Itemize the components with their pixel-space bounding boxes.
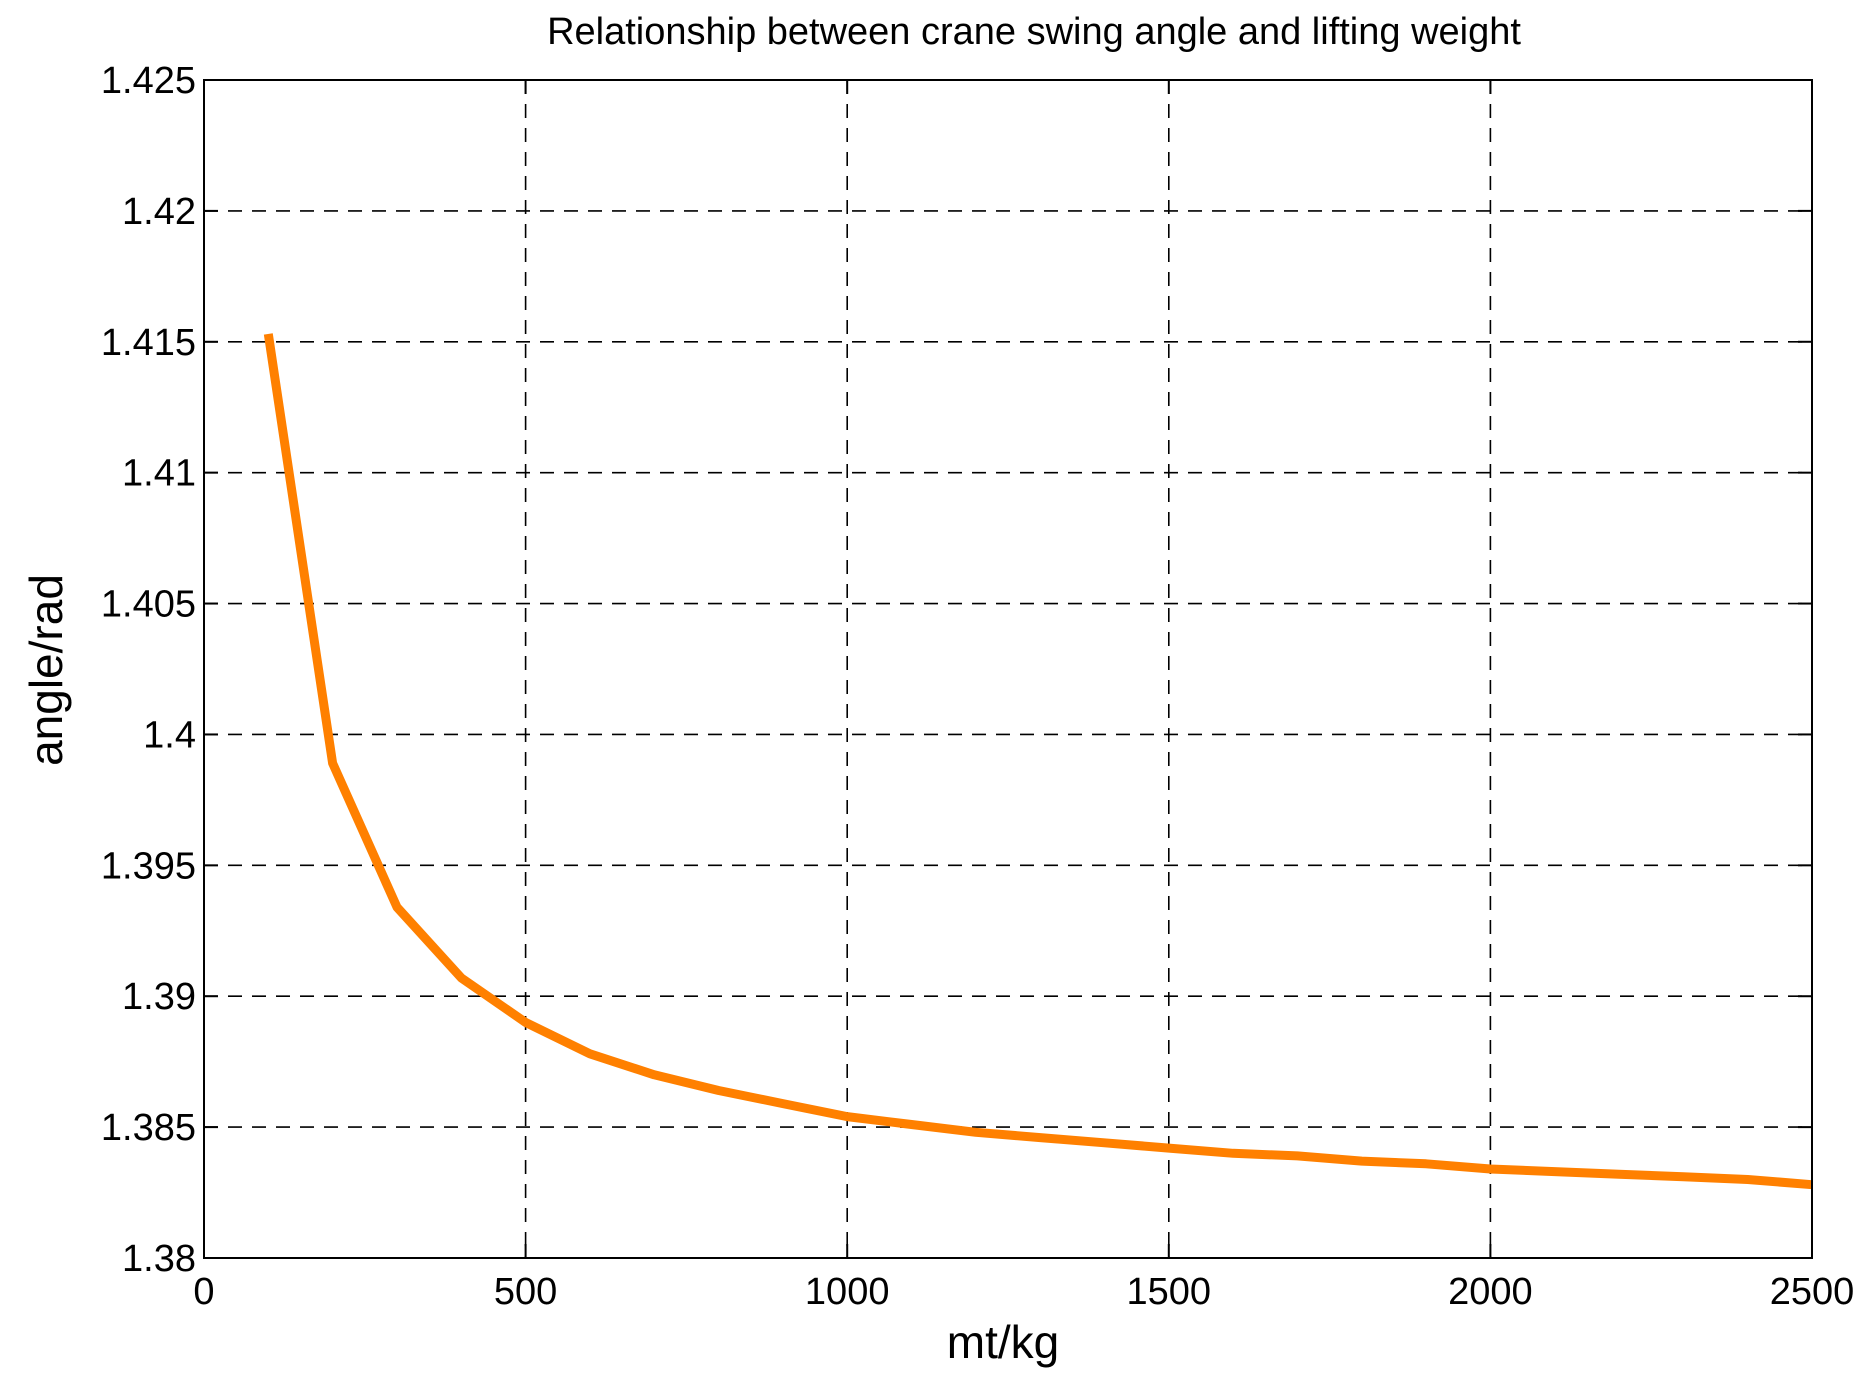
plot-frame	[203, 79, 1813, 1259]
y-tick-label: 1.385	[101, 1107, 196, 1149]
axis-ticks: 0 500 1000 1500 2000 2500 1.38 1.385 1.39 1.395 1.…	[101, 60, 1854, 1313]
x-tick-label: 0	[193, 1271, 214, 1313]
x-tick-label: 500	[494, 1271, 557, 1313]
y-axis-label: angle/rad	[20, 574, 72, 766]
y-tick-label: 1.415	[101, 322, 196, 364]
data-series	[263, 333, 1813, 1190]
y-tick-label: 1.42	[122, 191, 196, 233]
series-line	[263, 333, 1813, 1190]
y-tick-label: 1.38	[122, 1238, 196, 1280]
grid-lines	[204, 80, 1812, 1258]
x-axis-label: mt/kg	[947, 1316, 1059, 1368]
x-tick-label: 2500	[1770, 1271, 1855, 1313]
x-tick-label: 1500	[1127, 1271, 1212, 1313]
y-tick-label: 1.405	[101, 584, 196, 626]
y-tick-label: 1.425	[101, 60, 196, 102]
chart-title: Relationship between crane swing angle a…	[547, 11, 1521, 53]
y-tick-label: 1.39	[122, 976, 196, 1018]
x-tick-label: 1000	[805, 1271, 890, 1313]
x-tick-label: 2000	[1448, 1271, 1533, 1313]
y-tick-label: 1.395	[101, 845, 196, 887]
y-tick-label: 1.4	[143, 714, 196, 756]
y-tick-label: 1.41	[122, 453, 196, 495]
